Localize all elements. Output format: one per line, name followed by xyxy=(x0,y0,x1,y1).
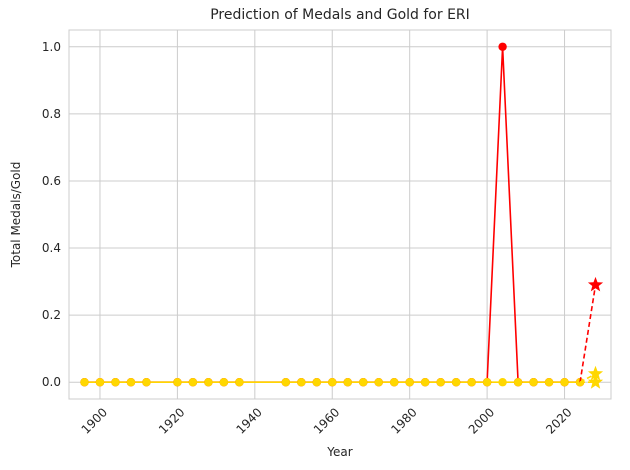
series-point xyxy=(328,378,337,387)
series-point xyxy=(405,378,414,387)
series-point xyxy=(235,378,244,387)
prediction-line xyxy=(579,373,596,383)
prediction-markers xyxy=(579,276,604,389)
series-point xyxy=(297,378,306,387)
y-tick-label: 0.6 xyxy=(42,174,61,188)
y-tick-label: 0.4 xyxy=(42,241,61,255)
series-point xyxy=(390,378,399,387)
series-point xyxy=(126,378,136,387)
series-point xyxy=(529,378,538,387)
series-points xyxy=(80,42,585,387)
y-axis-ticks: 0.0 0.2 0.4 0.6 0.8 1.0 xyxy=(42,40,61,389)
series-point xyxy=(219,378,229,387)
x-tick-label: 1960 xyxy=(311,405,342,436)
series-point xyxy=(420,378,430,387)
series-point xyxy=(451,378,461,387)
series-point xyxy=(95,378,105,387)
x-tick-label: 1920 xyxy=(156,405,187,436)
plot-area xyxy=(68,29,612,400)
series-point xyxy=(142,378,151,387)
chart-title: Prediction of Medals and Gold for ERI xyxy=(210,7,470,23)
x-tick-label: 1940 xyxy=(233,405,264,436)
x-axis-label: Year xyxy=(326,445,352,459)
y-tick-label: 1.0 xyxy=(42,40,61,54)
series-point xyxy=(374,378,383,387)
series-point xyxy=(513,378,523,387)
prediction-line xyxy=(579,284,597,383)
series-point xyxy=(436,378,445,387)
series-point xyxy=(111,378,120,387)
y-tick-label: 0.0 xyxy=(42,375,61,389)
x-axis-ticks: 1900 1920 1940 1960 1980 2000 2020 xyxy=(79,405,575,436)
series-point xyxy=(359,378,368,387)
series-point xyxy=(482,378,492,387)
series-point xyxy=(467,378,476,387)
x-tick-label: 2020 xyxy=(543,405,574,436)
series-point xyxy=(343,378,352,387)
x-tick-label: 1900 xyxy=(79,405,110,436)
x-tick-label: 2000 xyxy=(466,405,497,436)
series-point xyxy=(204,378,213,387)
grid xyxy=(69,30,611,399)
series-point xyxy=(173,378,182,387)
series-point xyxy=(498,378,507,387)
y-axis-label: Total Medals/Gold xyxy=(9,162,23,269)
x-tick-label: 1980 xyxy=(388,405,419,436)
prediction-star xyxy=(587,365,604,381)
y-tick-label: 0.8 xyxy=(42,107,61,121)
series-point xyxy=(188,378,198,387)
series-point xyxy=(560,378,569,387)
series-point xyxy=(80,378,89,387)
y-tick-label: 0.2 xyxy=(42,308,61,322)
series-point xyxy=(281,378,290,387)
series-point xyxy=(312,378,321,387)
prediction-star xyxy=(587,374,604,389)
prediction-star xyxy=(587,276,604,292)
series-point xyxy=(498,42,507,51)
series-point xyxy=(544,378,554,387)
